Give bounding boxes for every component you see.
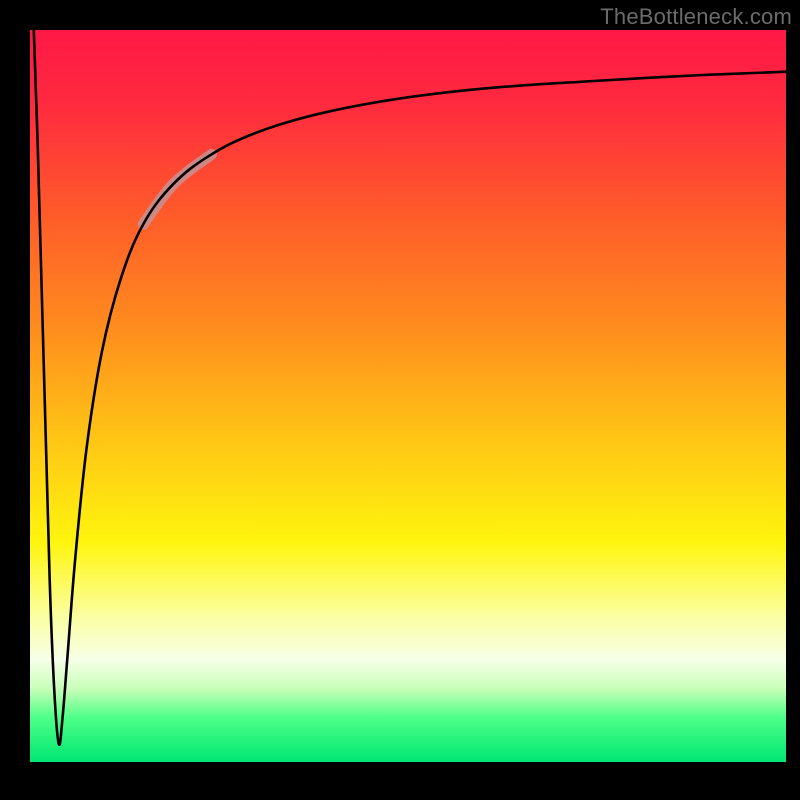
watermark-text: TheBottleneck.com [600, 4, 792, 30]
chart-plot-background [30, 30, 786, 762]
chart-container: TheBottleneck.com [0, 0, 800, 800]
bottleneck-curve-chart [0, 0, 800, 800]
